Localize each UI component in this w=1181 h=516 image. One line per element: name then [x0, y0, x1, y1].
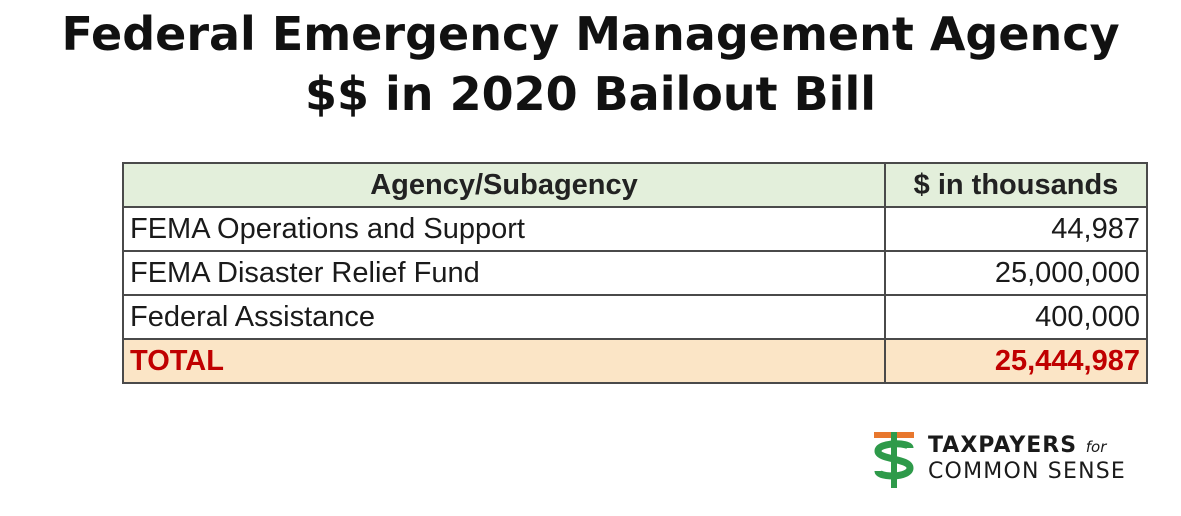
row-agency: Federal Assistance — [122, 294, 886, 340]
table-row: FEMA Operations and Support 44,987 — [122, 206, 1148, 252]
logo-line-2: COMMON SENSE — [928, 459, 1126, 484]
column-header-amount: $ in thousands — [884, 162, 1148, 208]
total-label: TOTAL — [122, 338, 886, 384]
page-title: Federal Emergency Management Agency $$ i… — [0, 4, 1181, 124]
title-line-1: Federal Emergency Management Agency — [61, 7, 1120, 61]
row-amount: 25,000,000 — [884, 250, 1148, 296]
budget-table: Agency/Subagency $ in thousands FEMA Ope… — [122, 162, 1148, 384]
column-header-agency: Agency/Subagency — [122, 162, 886, 208]
logo-for: for — [1085, 438, 1107, 456]
total-row: TOTAL 25,444,987 — [122, 338, 1148, 384]
row-amount: 44,987 — [884, 206, 1148, 252]
row-agency: FEMA Disaster Relief Fund — [122, 250, 886, 296]
title-line-2: $$ in 2020 Bailout Bill — [305, 67, 876, 121]
logo-line-1: TAXPAYERS — [928, 433, 1078, 458]
row-amount: 400,000 — [884, 294, 1148, 340]
table-row: FEMA Disaster Relief Fund 25,000,000 — [122, 250, 1148, 296]
table-row: Federal Assistance 400,000 — [122, 294, 1148, 340]
total-amount: 25,444,987 — [884, 338, 1148, 384]
row-agency: FEMA Operations and Support — [122, 206, 886, 252]
taxpayers-logo: TAXPAYERS for COMMON SENSE — [874, 432, 1164, 492]
table-header-row: Agency/Subagency $ in thousands — [122, 162, 1148, 208]
dollar-sign-logo-icon — [874, 432, 914, 488]
